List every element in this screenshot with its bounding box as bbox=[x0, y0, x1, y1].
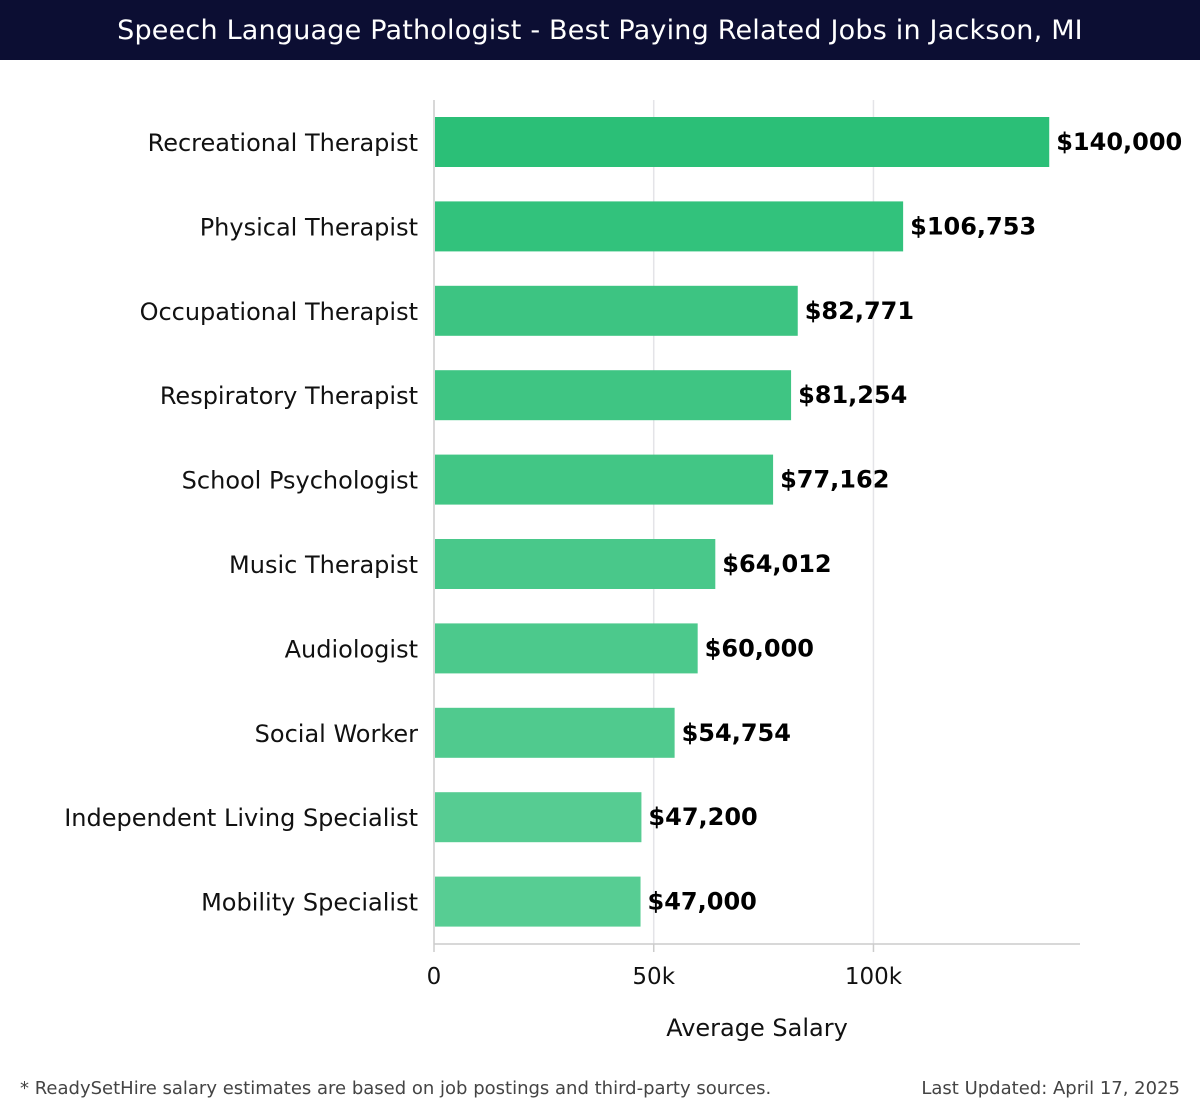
category-label: Physical Therapist bbox=[200, 213, 418, 241]
category-label: Respiratory Therapist bbox=[160, 382, 418, 410]
value-label: $81,254 bbox=[798, 381, 907, 409]
value-label: $77,162 bbox=[780, 466, 889, 494]
bar bbox=[435, 454, 774, 505]
value-label: $47,000 bbox=[648, 888, 757, 916]
bar bbox=[435, 876, 641, 927]
value-label: $64,012 bbox=[722, 550, 831, 578]
bar bbox=[435, 623, 698, 674]
value-label: $82,771 bbox=[805, 297, 914, 325]
bar bbox=[435, 285, 798, 336]
category-label: Mobility Specialist bbox=[201, 889, 418, 917]
category-label: Recreational Therapist bbox=[148, 129, 418, 157]
title-bar: Speech Language Pathologist - Best Payin… bbox=[0, 0, 1200, 60]
x-axis-title: Average Salary bbox=[666, 1014, 848, 1042]
footnote: * ReadySetHire salary estimates are base… bbox=[20, 1078, 772, 1099]
bar bbox=[435, 370, 792, 421]
category-label: Audiologist bbox=[285, 635, 418, 663]
category-label: Independent Living Specialist bbox=[64, 804, 418, 832]
value-label: $60,000 bbox=[705, 634, 814, 662]
value-label: $106,753 bbox=[910, 212, 1036, 240]
tick-label: 100k bbox=[845, 964, 903, 990]
value-label: $140,000 bbox=[1056, 128, 1182, 156]
bar bbox=[435, 539, 716, 589]
bar bbox=[435, 707, 675, 758]
value-label: $47,200 bbox=[648, 803, 757, 831]
category-label: Occupational Therapist bbox=[140, 298, 418, 326]
bar-chart: Recreational Therapist $140,000 Physical T… bbox=[64, 100, 1182, 1042]
category-label: Music Therapist bbox=[229, 551, 418, 579]
category-label: Social Worker bbox=[255, 720, 418, 748]
tick-label: 50k bbox=[632, 964, 675, 990]
last-updated: Last Updated: April 17, 2025 bbox=[921, 1078, 1180, 1099]
tick-label: 0 bbox=[427, 964, 442, 990]
category-label: School Psychologist bbox=[182, 467, 418, 495]
chart-title: Speech Language Pathologist - Best Payin… bbox=[117, 14, 1083, 46]
value-label: $54,754 bbox=[682, 719, 791, 747]
bar bbox=[435, 792, 642, 843]
bar bbox=[435, 117, 1050, 167]
bar bbox=[435, 201, 904, 252]
